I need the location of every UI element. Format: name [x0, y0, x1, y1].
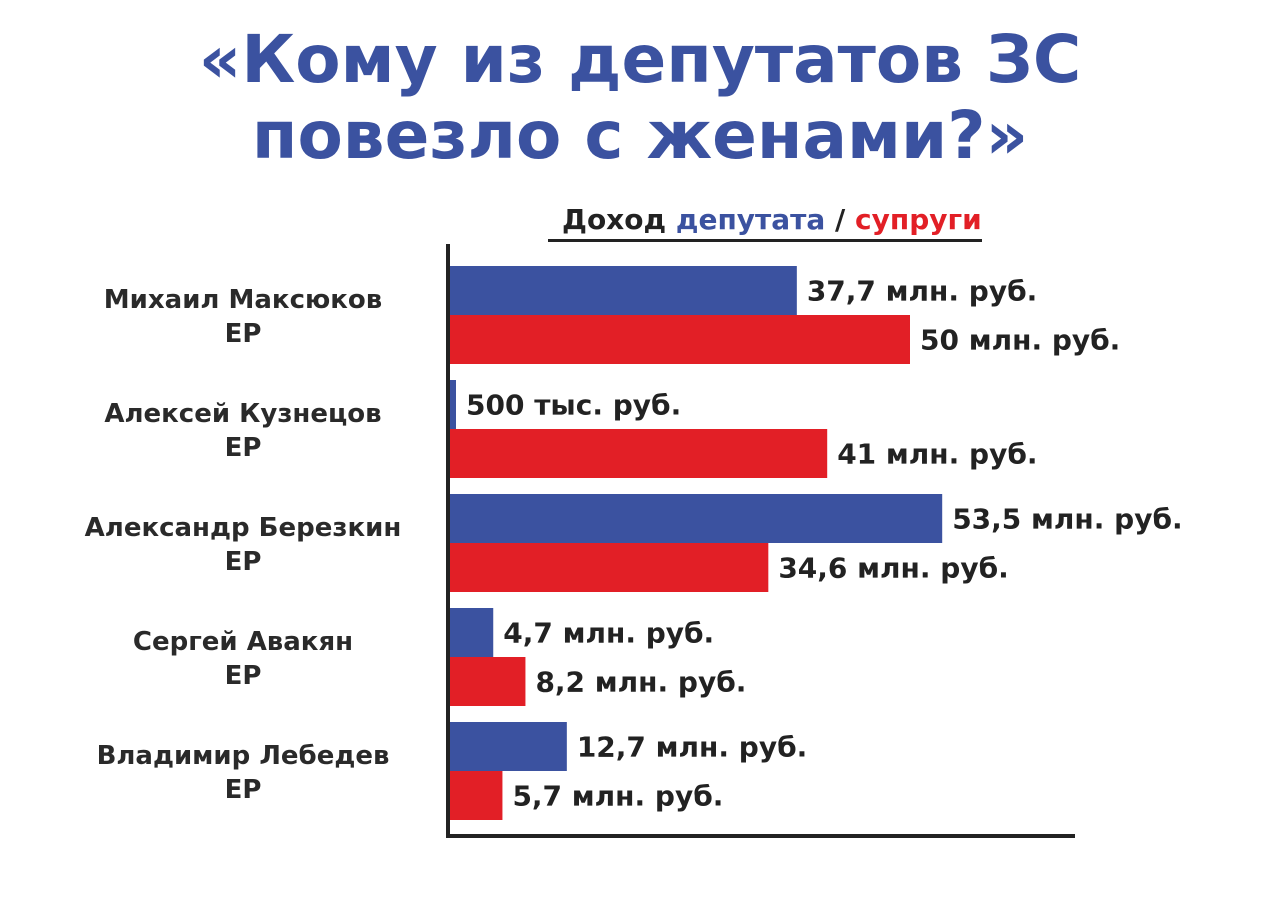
category-name-2: Алексей Кузнецов	[104, 399, 381, 429]
bar-series-2-4	[450, 657, 526, 706]
category-party-1: ЕР	[225, 319, 262, 349]
chart-title: «Кому из депутатов ЗС повезло с женами?»	[0, 22, 1280, 174]
legend: Доход депутата / супруги	[548, 202, 982, 242]
bar-series-2-3	[450, 543, 769, 592]
category-party-5: ЕР	[225, 775, 262, 805]
bar-series-2-5	[450, 771, 503, 820]
bar-series-2-2	[450, 429, 828, 478]
value-label-series-1-5: 12,7 млн. руб.	[577, 731, 807, 764]
legend-series-2: супруги	[855, 203, 982, 236]
bar-series-2-1	[450, 315, 910, 364]
legend-separator: /	[825, 203, 856, 236]
value-label-series-2-2: 41 млн. руб.	[837, 438, 1037, 471]
bar-series-1-3	[450, 494, 943, 543]
category-name-4: Сергей Авакян	[133, 627, 353, 657]
category-party-2: ЕР	[225, 433, 262, 463]
category-name-1: Михаил Максюков	[104, 285, 382, 315]
legend-series-1: депутата	[675, 203, 826, 236]
category-name-3: Александр Березкин	[85, 513, 402, 543]
bar-series-1-5	[450, 722, 567, 771]
value-label-series-2-4: 8,2 млн. руб.	[535, 666, 746, 699]
legend-prefix: Доход	[562, 203, 676, 236]
category-party-4: ЕР	[225, 661, 262, 691]
bar-series-1-4	[450, 608, 494, 657]
value-label-series-1-2: 500 тыс. руб.	[466, 389, 681, 422]
value-label-series-2-3: 34,6 млн. руб.	[778, 552, 1008, 585]
category-name-5: Владимир Лебедев	[97, 741, 390, 771]
value-label-series-2-1: 50 млн. руб.	[920, 324, 1120, 357]
bar-series-1-1	[450, 266, 797, 315]
value-label-series-1-4: 4,7 млн. руб.	[503, 617, 714, 650]
chart-title-line-2: повезло с женами?»	[251, 97, 1029, 174]
category-party-3: ЕР	[225, 547, 262, 577]
value-label-series-2-5: 5,7 млн. руб.	[512, 780, 723, 813]
value-label-series-1-3: 53,5 млн. руб.	[952, 503, 1182, 536]
value-label-series-1-1: 37,7 млн. руб.	[807, 275, 1037, 308]
chart-title-line-1: «Кому из депутатов ЗС	[198, 21, 1082, 98]
bar-series-1-2	[450, 380, 456, 429]
